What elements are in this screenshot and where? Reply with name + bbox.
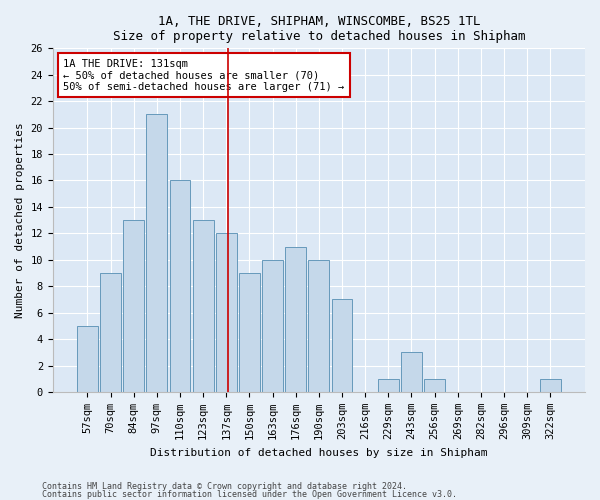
Bar xyxy=(308,260,329,392)
Text: Contains public sector information licensed under the Open Government Licence v3: Contains public sector information licen… xyxy=(42,490,457,499)
Text: 1A THE DRIVE: 131sqm
← 50% of detached houses are smaller (70)
50% of semi-detac: 1A THE DRIVE: 131sqm ← 50% of detached h… xyxy=(64,58,344,92)
Bar xyxy=(424,378,445,392)
Bar xyxy=(123,220,144,392)
Bar xyxy=(239,273,260,392)
Bar xyxy=(540,378,561,392)
Bar xyxy=(146,114,167,392)
Bar xyxy=(216,234,237,392)
Bar xyxy=(170,180,190,392)
Text: Contains HM Land Registry data © Crown copyright and database right 2024.: Contains HM Land Registry data © Crown c… xyxy=(42,482,407,491)
Bar xyxy=(193,220,214,392)
Bar xyxy=(332,300,352,392)
X-axis label: Distribution of detached houses by size in Shipham: Distribution of detached houses by size … xyxy=(150,448,488,458)
Bar xyxy=(262,260,283,392)
Bar xyxy=(378,378,399,392)
Bar xyxy=(77,326,98,392)
Title: 1A, THE DRIVE, SHIPHAM, WINSCOMBE, BS25 1TL
Size of property relative to detache: 1A, THE DRIVE, SHIPHAM, WINSCOMBE, BS25 … xyxy=(113,15,525,43)
Y-axis label: Number of detached properties: Number of detached properties xyxy=(15,122,25,318)
Bar xyxy=(286,246,306,392)
Bar xyxy=(100,273,121,392)
Bar xyxy=(401,352,422,392)
